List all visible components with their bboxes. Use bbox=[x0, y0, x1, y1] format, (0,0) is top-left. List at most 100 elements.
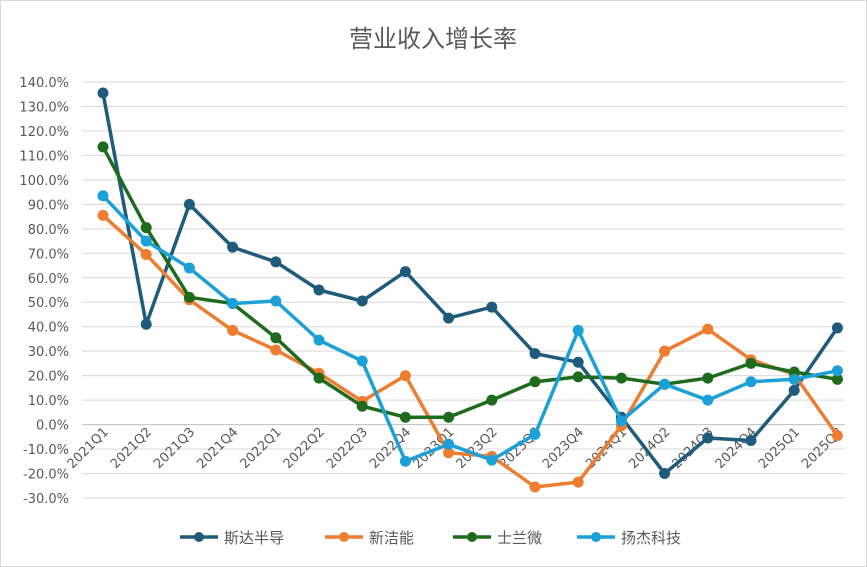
data-point bbox=[702, 372, 714, 384]
data-point bbox=[183, 198, 195, 210]
data-point bbox=[270, 256, 282, 268]
data-point bbox=[529, 348, 541, 360]
x-tick-label: 2025Q1 bbox=[756, 425, 803, 472]
y-tick-label: 120.0% bbox=[19, 125, 69, 140]
data-point bbox=[572, 356, 584, 368]
legend-label: 斯达半导 bbox=[224, 529, 284, 547]
y-tick-label: 100.0% bbox=[19, 174, 69, 189]
legend-item: 扬杰科技 bbox=[577, 529, 681, 547]
y-tick-label: 40.0% bbox=[28, 321, 69, 336]
data-point bbox=[270, 332, 282, 344]
data-point bbox=[659, 345, 671, 357]
legend-item: 士兰微 bbox=[453, 529, 542, 547]
y-tick-label: 140.0% bbox=[19, 76, 69, 91]
x-tick-label: 2022Q2 bbox=[281, 425, 328, 472]
data-point bbox=[399, 370, 411, 382]
data-point bbox=[702, 323, 714, 335]
data-point bbox=[227, 241, 239, 253]
data-point bbox=[140, 249, 152, 261]
series-line bbox=[101, 145, 840, 419]
legend-label: 士兰微 bbox=[497, 529, 542, 547]
x-tick-label: 2022Q1 bbox=[238, 425, 285, 472]
data-point bbox=[443, 312, 455, 324]
x-tick-label: 2021Q3 bbox=[151, 425, 198, 472]
y-tick-label: -10.0% bbox=[23, 443, 69, 458]
series-line bbox=[101, 213, 840, 489]
data-point bbox=[183, 291, 195, 303]
data-point bbox=[572, 371, 584, 383]
data-point bbox=[659, 378, 671, 390]
y-tick-label: 90.0% bbox=[28, 198, 69, 213]
legend-marker bbox=[467, 532, 477, 542]
data-point bbox=[399, 266, 411, 278]
data-point bbox=[443, 438, 455, 450]
y-tick-label: 80.0% bbox=[28, 223, 69, 238]
data-point bbox=[270, 295, 282, 307]
data-point bbox=[443, 411, 455, 423]
data-point bbox=[788, 373, 800, 385]
data-point bbox=[399, 455, 411, 467]
legend-marker bbox=[591, 532, 601, 542]
x-tick-label: 2024Q4 bbox=[713, 425, 760, 472]
x-tick-label: 2021Q4 bbox=[194, 425, 241, 472]
data-point bbox=[356, 355, 368, 367]
legend-item: 新洁能 bbox=[325, 529, 414, 547]
data-point bbox=[788, 384, 800, 396]
data-point bbox=[399, 411, 411, 423]
data-point bbox=[140, 318, 152, 330]
y-tick-label: 30.0% bbox=[28, 345, 69, 360]
chart-title: 营业收入增长率 bbox=[349, 25, 517, 53]
data-point bbox=[313, 334, 325, 346]
data-point bbox=[831, 365, 843, 377]
data-point bbox=[529, 481, 541, 493]
data-point bbox=[702, 432, 714, 444]
series-lines bbox=[97, 87, 843, 493]
data-point bbox=[745, 434, 757, 446]
data-point bbox=[572, 476, 584, 488]
legend-item: 斯达半导 bbox=[180, 529, 284, 547]
data-point bbox=[227, 297, 239, 309]
x-tick-label: 2021Q1 bbox=[65, 425, 112, 472]
data-point bbox=[140, 222, 152, 234]
data-point bbox=[572, 324, 584, 336]
data-point bbox=[97, 87, 109, 99]
x-tick-label: 2022Q3 bbox=[324, 425, 371, 472]
data-point bbox=[615, 415, 627, 427]
data-point bbox=[356, 400, 368, 412]
series-group bbox=[97, 190, 843, 467]
data-point bbox=[745, 376, 757, 388]
data-point bbox=[270, 344, 282, 356]
series-group bbox=[97, 87, 843, 480]
data-point bbox=[529, 428, 541, 440]
data-point bbox=[615, 372, 627, 384]
y-tick-label: 10.0% bbox=[28, 394, 69, 409]
data-point bbox=[745, 357, 757, 369]
data-point bbox=[486, 301, 498, 313]
y-tick-label: 0.0% bbox=[36, 419, 69, 434]
data-point bbox=[356, 295, 368, 307]
data-point bbox=[486, 454, 498, 466]
y-tick-label: 130.0% bbox=[19, 100, 69, 115]
data-point bbox=[313, 284, 325, 296]
y-tick-label: -20.0% bbox=[23, 468, 69, 483]
y-tick-label: 50.0% bbox=[28, 296, 69, 311]
series-line bbox=[101, 194, 840, 464]
legend-marker bbox=[194, 532, 204, 542]
data-point bbox=[486, 394, 498, 406]
data-point bbox=[97, 190, 109, 202]
y-axis-ticks: -30.0% -20.0% -10.0% 0.0% 10.0% 20.0% 30.0% 40.… bbox=[19, 76, 69, 507]
data-point bbox=[831, 322, 843, 334]
y-tick-label: -30.0% bbox=[23, 492, 69, 507]
data-point bbox=[140, 235, 152, 247]
data-point bbox=[97, 209, 109, 221]
data-point bbox=[831, 430, 843, 442]
legend-label: 扬杰科技 bbox=[621, 529, 681, 547]
data-point bbox=[529, 376, 541, 388]
x-tick-label: 2021Q2 bbox=[108, 425, 155, 472]
y-tick-label: 60.0% bbox=[28, 272, 69, 287]
series-line bbox=[101, 91, 840, 476]
data-point bbox=[97, 141, 109, 153]
x-tick-label: 2023Q4 bbox=[540, 425, 587, 472]
